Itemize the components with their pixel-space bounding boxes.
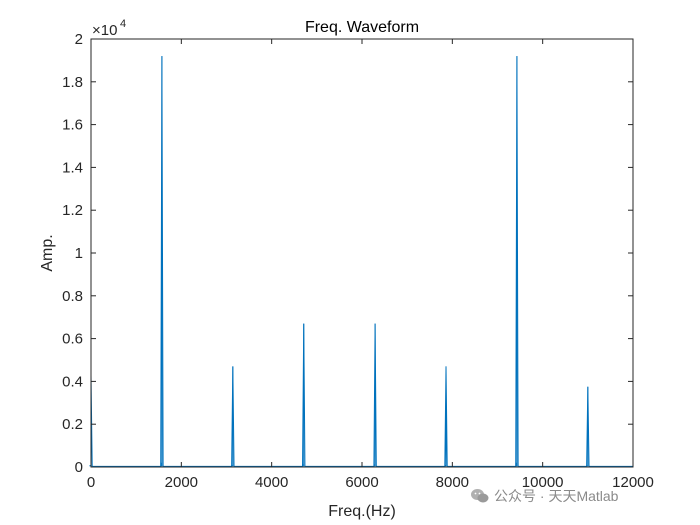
y-tick-label: 1.4 bbox=[62, 159, 83, 176]
spectrum-line bbox=[90, 56, 633, 467]
y-tick-label: 2 bbox=[75, 31, 83, 48]
y-tick-label: 1.6 bbox=[62, 117, 83, 134]
x-tick-label: 4000 bbox=[255, 474, 288, 491]
x-axis-label: Freq.(Hz) bbox=[328, 503, 396, 520]
series-layer bbox=[89, 56, 633, 467]
y-tick-label: 0.2 bbox=[62, 416, 83, 433]
y-axis: 0 0.2 0.4 0.6 0.8 1 1.2 1.4 1.6 1.8 2 bbox=[62, 31, 633, 476]
y-exponent-power: 4 bbox=[120, 18, 126, 30]
y-tick-label: 1 bbox=[75, 245, 83, 262]
y-tick-label: 0 bbox=[75, 459, 83, 476]
x-axis: 0 2000 4000 6000 8000 10000 12000 bbox=[87, 39, 654, 491]
x-tick-label: 10000 bbox=[522, 474, 564, 491]
x-tick-label: 8000 bbox=[436, 474, 469, 491]
y-tick-label: 0.6 bbox=[62, 331, 83, 348]
y-tick-label: 1.8 bbox=[62, 74, 83, 91]
plot-area bbox=[91, 39, 633, 467]
y-tick-label: 0.8 bbox=[62, 288, 83, 305]
y-axis-label: Amp. bbox=[39, 234, 56, 271]
x-tick-label: 12000 bbox=[612, 474, 654, 491]
watermark: 公众号 · 天天Matlab bbox=[470, 486, 618, 506]
x-tick-label: 0 bbox=[87, 474, 95, 491]
chart-title: Freq. Waveform bbox=[305, 19, 419, 36]
y-tick-label: 1.2 bbox=[62, 202, 83, 219]
watermark-text: 公众号 · 天天Matlab bbox=[494, 488, 619, 504]
x-tick-label: 6000 bbox=[345, 474, 378, 491]
y-tick-label: 0.4 bbox=[62, 373, 83, 390]
y-exponent-base: ×10 bbox=[92, 22, 117, 39]
x-tick-label: 2000 bbox=[165, 474, 198, 491]
wechat-icon bbox=[471, 489, 489, 503]
